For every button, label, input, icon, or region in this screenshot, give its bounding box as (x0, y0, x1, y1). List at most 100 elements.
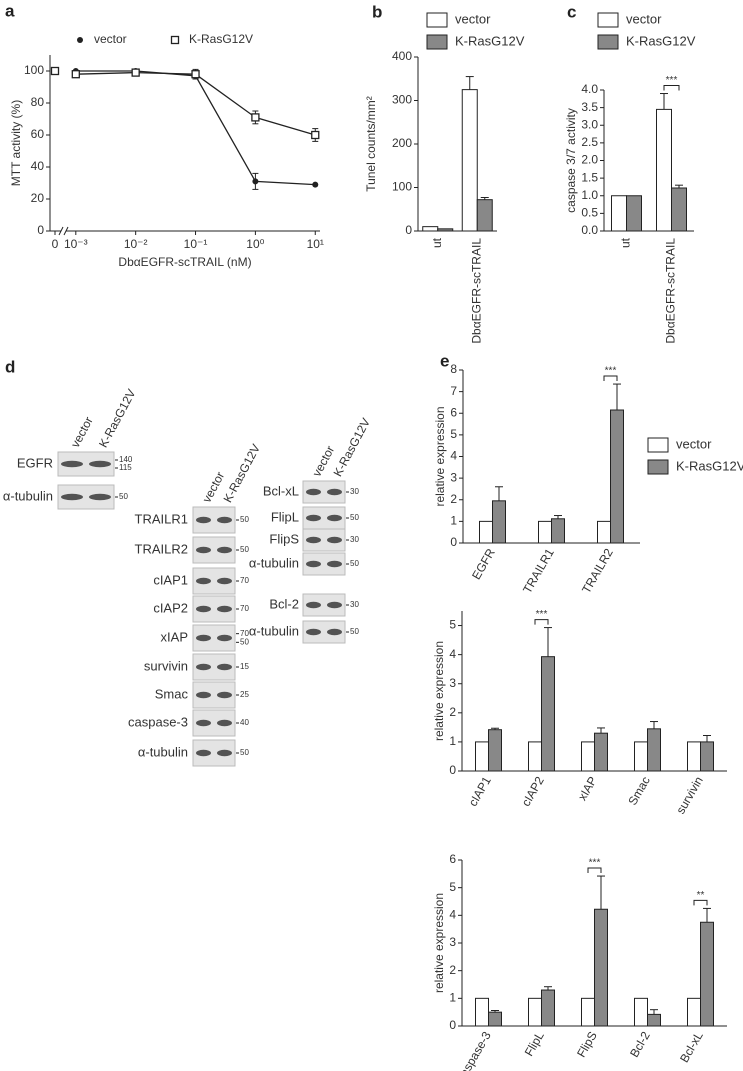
x-tick-label: 10¹ (307, 237, 324, 251)
y-tick-label: 2 (450, 492, 457, 506)
y-axis-label: relative expression (433, 406, 447, 506)
marker-label: 25 (240, 690, 249, 699)
blot-label: Smac (155, 686, 189, 701)
point (50, 66, 60, 76)
legend-swatch (647, 459, 669, 475)
x-tick-label: TRAILR2 (579, 546, 616, 596)
curve (75, 70, 316, 186)
y-tick-label: 80 (31, 95, 45, 109)
bar (610, 409, 624, 544)
y-tick-label: 3 (449, 935, 456, 949)
band (89, 493, 111, 501)
band (217, 546, 232, 554)
band (217, 663, 232, 671)
x-tick-label: TRAILR1 (520, 546, 557, 596)
bar (437, 228, 454, 232)
legend-label: K-RasG12V (626, 33, 696, 48)
x-tick-label: EGFR (469, 546, 498, 582)
x-tick-label: FlipS (574, 1029, 600, 1060)
axis-break (58, 226, 64, 236)
marker-label: 30 (350, 535, 359, 544)
band (327, 536, 342, 544)
blot (302, 528, 346, 552)
y-tick-label: 60 (31, 127, 45, 141)
blot-label: EGFR (17, 455, 53, 470)
y-tick-label: 300 (392, 93, 412, 107)
bar (541, 989, 555, 1027)
band (327, 560, 342, 568)
y-axis-label: MTT activity (%) (9, 100, 23, 186)
significance-label: *** (589, 858, 601, 869)
y-tick-label: 4 (449, 908, 456, 922)
y-tick-label: 4.0 (581, 82, 598, 96)
band (196, 546, 211, 554)
x-tick-label: 10⁻² (124, 237, 148, 251)
legend-swatch (426, 12, 448, 28)
y-tick-label: 5 (450, 427, 457, 441)
x-tick-label: 10⁰ (246, 237, 264, 251)
significance-bracket (663, 85, 680, 91)
y-tick-label: 2 (449, 963, 456, 977)
blot-label: caspase-3 (128, 714, 188, 729)
significance-bracket (587, 867, 602, 874)
significance-bracket (534, 619, 549, 625)
y-tick-label: 0 (37, 223, 44, 237)
band (217, 516, 232, 524)
bar (538, 520, 552, 544)
bar (647, 1013, 661, 1027)
legend-swatch (426, 34, 448, 50)
y-tick-label: 4 (449, 647, 456, 661)
panel-letter: a (5, 1, 15, 20)
blot-label: α-tubulin (3, 488, 53, 503)
legend-swatch (597, 34, 619, 50)
band (196, 605, 211, 613)
bar (634, 741, 648, 772)
bar (700, 741, 714, 772)
marker-label: 50 (240, 637, 249, 646)
y-tick-label: 6 (450, 405, 457, 419)
y-tick-label: 0 (449, 1018, 456, 1032)
legend-marker (170, 35, 180, 45)
blot-label: α-tubulin (249, 623, 299, 638)
marker-label: 50 (350, 627, 359, 636)
significance-bracket (603, 375, 618, 382)
blot (302, 593, 346, 617)
blot-label: cIAP2 (153, 600, 188, 615)
marker-label: 50 (119, 492, 128, 501)
bar (422, 226, 439, 232)
bar (528, 997, 542, 1027)
bar (475, 997, 489, 1027)
bar (594, 908, 608, 1027)
bar (671, 187, 687, 232)
bar (528, 741, 542, 772)
y-tick-label: 2.5 (581, 135, 598, 149)
legend-label: vector (455, 11, 491, 26)
marker-label: 50 (240, 748, 249, 757)
y-tick-label: 40 (31, 159, 45, 173)
y-tick-label: 1.0 (581, 188, 598, 202)
y-tick-label: 6 (449, 852, 456, 866)
blot (302, 552, 346, 576)
x-tick-label: cIAP1 (466, 774, 494, 809)
marker-label: 30 (350, 600, 359, 609)
marker-label: 15 (240, 662, 249, 671)
point (312, 181, 319, 188)
y-tick-label: 20 (31, 191, 45, 205)
marker-label: 30 (350, 487, 359, 496)
point (131, 68, 140, 77)
bar (687, 997, 701, 1027)
y-tick-label: 2 (449, 705, 456, 719)
y-tick-label: 5 (449, 618, 456, 632)
blot (302, 620, 346, 644)
bar (700, 921, 714, 1027)
band (89, 460, 111, 468)
band (327, 514, 342, 522)
blot-label: FlipS (269, 531, 299, 546)
blot-label: cIAP1 (153, 572, 188, 587)
point (251, 113, 260, 122)
band (196, 691, 211, 699)
bar (461, 89, 478, 232)
bar (626, 195, 642, 232)
marker-label: 50 (350, 513, 359, 522)
bar (551, 518, 565, 544)
